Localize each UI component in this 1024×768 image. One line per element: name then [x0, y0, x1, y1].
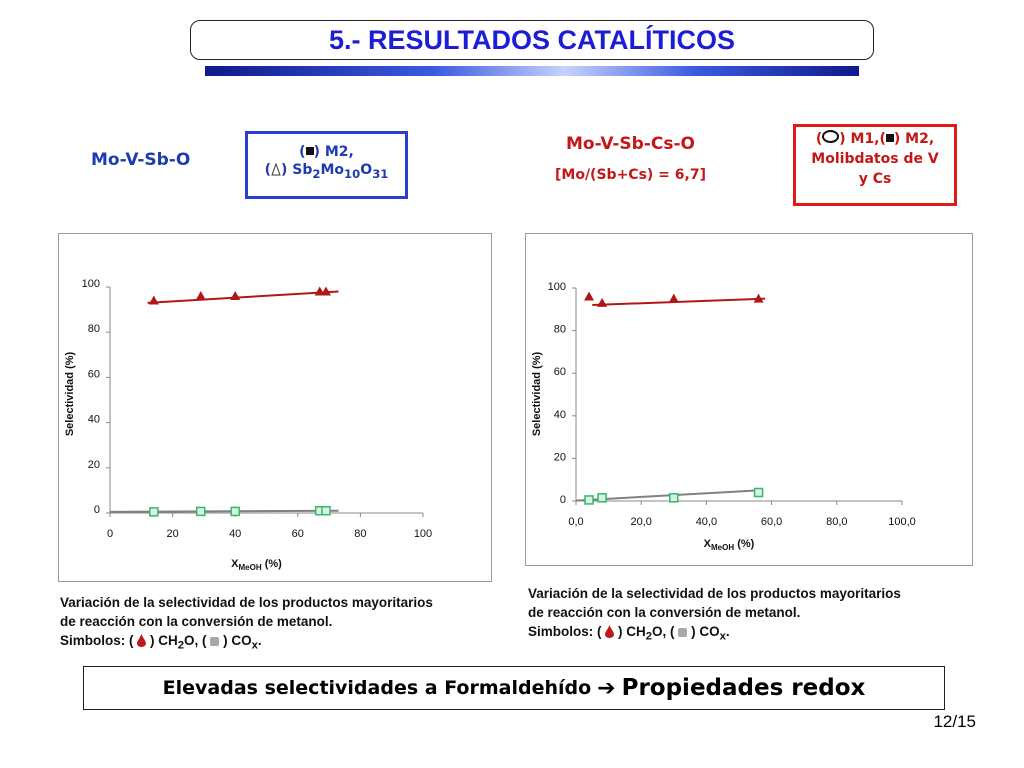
- trend-line: [109, 509, 339, 513]
- x-tick-label: 20,0: [630, 516, 651, 528]
- ch2o-point: [230, 291, 241, 301]
- right-legend-line3: y Cs: [858, 171, 892, 187]
- black-square-icon: [305, 147, 314, 155]
- y-tick-label: 20: [88, 459, 100, 471]
- title-underline-bar: [205, 66, 859, 76]
- ch2o-point: [753, 293, 764, 303]
- left-legend-line2: () Sb2Mo10O31: [264, 162, 389, 181]
- cox-point: [230, 506, 240, 517]
- x-axis-label: XMeOH (%): [231, 558, 282, 572]
- y-axis-label: Selectividad (%): [531, 351, 543, 436]
- cox-point: [149, 507, 159, 517]
- conclusion-emphasis: Propiedades redox: [621, 675, 866, 701]
- y-tick-label: 60: [554, 366, 566, 378]
- x-tick-label: 40: [229, 528, 241, 540]
- x-axis-label: XMeOH (%): [704, 538, 755, 552]
- y-tick-label: 0: [560, 494, 566, 506]
- right-caption-line2: de reacción con la conversión de metanol…: [528, 605, 801, 620]
- red-drop-icon: [137, 634, 147, 647]
- cox-point: [597, 493, 607, 503]
- ch2o-point: [597, 297, 608, 307]
- left-legend-line1: () M2,: [299, 144, 354, 160]
- y-tick-label: 80: [88, 323, 100, 335]
- left-chart-frame: 0 20 40 60 80 100 0 20 40 60 80 100 Selectividad (%)…: [58, 233, 492, 582]
- right-caption: Variación de la selectividad de los prod…: [528, 584, 998, 647]
- right-legend-line2: Molibdatos de V: [811, 151, 939, 167]
- right-system-label: Mo-V-Sb-Cs-O: [566, 134, 695, 154]
- x-tick-label: 0: [107, 528, 113, 540]
- y-tick-label: 40: [88, 414, 100, 426]
- cox-point: [321, 505, 331, 516]
- cox-point: [669, 493, 679, 503]
- ch2o-point: [320, 286, 331, 296]
- right-chart-frame: 0 20 40 60 80 100 0,0 20,0 40,0 60,0 80,0 100,0 Sele…: [525, 233, 973, 566]
- right-legend-line1: () M1,() M2,: [815, 130, 935, 147]
- ch2o-point: [314, 286, 325, 296]
- y-tick-label: 80: [554, 324, 566, 336]
- ch2o-point: [195, 291, 206, 301]
- cox-point: [753, 487, 764, 498]
- x-tick-label: 100: [414, 528, 432, 540]
- right-ratio-label: [Mo/(Sb+Cs) = 6,7]: [555, 167, 706, 183]
- right-caption-line1: Variación de la selectividad de los prod…: [528, 586, 901, 601]
- y-tick-label: 60: [88, 368, 100, 380]
- x-tick-label: 80,0: [826, 516, 847, 528]
- arrow-right-icon: ➔: [597, 675, 616, 701]
- left-caption: Variación de la selectividad de los prod…: [60, 593, 500, 656]
- cox-point: [196, 506, 206, 517]
- x-tick-label: 40,0: [696, 516, 717, 528]
- trend-line: [147, 290, 339, 304]
- black-square-icon: [885, 134, 894, 142]
- x-tick-label: 60: [292, 528, 304, 540]
- x-tick-label: 0,0: [568, 516, 583, 528]
- x-tick-label: 60,0: [761, 516, 782, 528]
- left-caption-line2: de reacción con la conversión de metanol…: [60, 614, 333, 629]
- conclusion-box: Elevadas selectividades a Formaldehído ➔…: [83, 666, 945, 710]
- left-symbols-line: Simbolos: ( ) CH2O, ( ) COx.: [60, 633, 262, 652]
- circle-icon: [822, 130, 840, 143]
- y-tick-label: 0: [94, 504, 100, 516]
- gray-square-icon: [210, 637, 220, 646]
- conclusion-text: Elevadas selectividades a Formaldehído: [162, 677, 592, 699]
- right-chart: 0 20 40 60 80 100 0,0 20,0 40,0 60,0 80,0 100,0 Sele…: [531, 281, 916, 552]
- trend-line: [592, 297, 766, 307]
- y-tick-label: 40: [554, 409, 566, 421]
- gray-square-icon: [678, 628, 688, 637]
- left-caption-line1: Variación de la selectividad de los prod…: [60, 595, 433, 610]
- right-legend-box: () M1,() M2, Molibdatos de V y Cs: [793, 124, 957, 206]
- cox-point: [584, 495, 594, 505]
- y-tick-label: 100: [82, 278, 100, 290]
- page-title: 5.- RESULTADOS CATALÍTICOS: [329, 24, 735, 55]
- x-tick-label: 20: [166, 528, 178, 540]
- y-tick-label: 100: [548, 281, 566, 293]
- x-tick-label: 100,0: [888, 516, 916, 528]
- title-box: 5.- RESULTADOS CATALÍTICOS: [190, 20, 874, 60]
- triangle-outline-icon: [271, 163, 281, 176]
- y-tick-label: 20: [554, 451, 566, 463]
- ch2o-point: [148, 295, 159, 305]
- left-chart: 0 20 40 60 80 100 0 20 40 60 80 100 Selectividad (%)…: [64, 278, 432, 572]
- red-drop-icon: [605, 625, 615, 638]
- y-axis-label: Selectividad (%): [64, 351, 76, 436]
- ch2o-point: [668, 293, 679, 303]
- x-tick-label: 80: [354, 528, 366, 540]
- right-symbols-line: Simbolos: ( ) CH2O, ( ) COx.: [528, 624, 730, 643]
- ch2o-point: [584, 291, 595, 301]
- page-number: 12/15: [933, 712, 976, 731]
- left-system-label: Mo-V-Sb-O: [91, 150, 191, 170]
- left-legend-box: () M2, () Sb2Mo10O31: [245, 131, 408, 199]
